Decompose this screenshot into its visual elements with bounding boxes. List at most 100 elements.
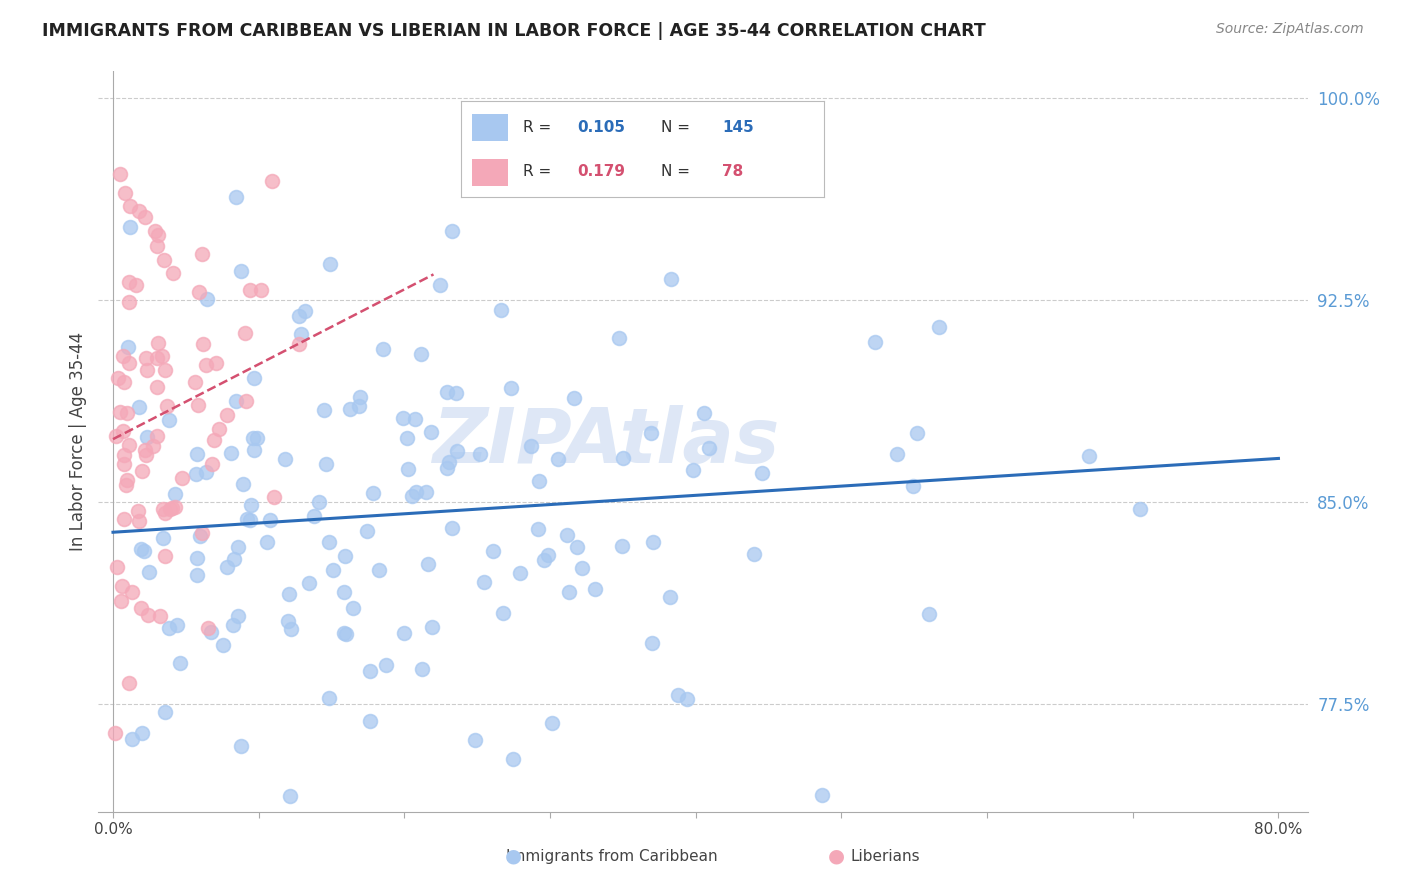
- Point: [489, 303, 512, 318]
- Point: [502, 752, 524, 766]
- Point: [197, 622, 219, 636]
- Point: [118, 356, 141, 370]
- Point: [235, 394, 257, 409]
- Point: [302, 508, 325, 523]
- Point: [308, 495, 330, 509]
- Point: [186, 551, 208, 566]
- Point: [118, 294, 141, 309]
- Point: [612, 450, 634, 465]
- Point: [259, 513, 281, 527]
- Point: [699, 441, 721, 455]
- Point: [368, 563, 391, 577]
- Point: [131, 726, 153, 740]
- Text: ●: ●: [505, 847, 522, 866]
- Point: [288, 337, 311, 351]
- Point: [141, 439, 163, 453]
- Text: Liberians: Liberians: [851, 849, 921, 863]
- Point: [375, 657, 398, 672]
- Point: [110, 593, 132, 607]
- Point: [146, 351, 169, 366]
- Point: [641, 534, 664, 549]
- Point: [250, 284, 273, 298]
- Point: [120, 199, 142, 213]
- Point: [128, 514, 150, 528]
- Point: [411, 662, 433, 676]
- Point: [541, 715, 564, 730]
- Point: [294, 304, 316, 318]
- Point: [120, 219, 142, 234]
- Point: [318, 535, 340, 549]
- Point: [103, 726, 125, 740]
- Point: [243, 371, 266, 385]
- Point: [533, 552, 555, 566]
- Point: [359, 665, 381, 679]
- Point: [188, 285, 211, 300]
- Point: [437, 455, 460, 469]
- Point: [256, 535, 278, 549]
- Point: [156, 400, 179, 414]
- Point: [112, 512, 135, 526]
- Point: [440, 224, 463, 238]
- Point: [114, 186, 136, 200]
- Point: [392, 411, 415, 425]
- Point: [1129, 501, 1152, 516]
- Point: [110, 404, 132, 418]
- Point: [146, 227, 169, 242]
- Point: [112, 448, 135, 462]
- Point: [159, 501, 181, 516]
- Point: [446, 444, 468, 458]
- Point: [129, 542, 152, 557]
- Point: [886, 447, 908, 461]
- Point: [526, 522, 548, 536]
- Point: [229, 263, 252, 277]
- Point: [612, 539, 634, 553]
- Point: [195, 465, 218, 479]
- Point: [187, 398, 209, 412]
- Point: [195, 358, 218, 372]
- Point: [117, 275, 139, 289]
- Point: [190, 526, 212, 541]
- Point: [571, 560, 593, 574]
- Point: [131, 464, 153, 478]
- Point: [481, 544, 503, 558]
- Point: [150, 349, 173, 363]
- Point: [131, 600, 153, 615]
- Point: [149, 609, 172, 624]
- Point: [335, 627, 357, 641]
- Point: [682, 463, 704, 477]
- Point: [105, 428, 128, 442]
- Point: [184, 467, 207, 481]
- Point: [134, 442, 156, 457]
- Point: [537, 548, 560, 562]
- Point: [270, 852, 292, 866]
- Point: [342, 601, 364, 615]
- Point: [146, 336, 169, 351]
- Point: [186, 568, 208, 582]
- Point: [335, 549, 357, 563]
- Point: [132, 544, 155, 558]
- Point: [405, 485, 427, 500]
- Point: [229, 739, 252, 754]
- Point: [349, 391, 371, 405]
- Point: [742, 548, 765, 562]
- Point: [127, 504, 149, 518]
- Point: [263, 490, 285, 504]
- Point: [274, 452, 297, 467]
- Point: [429, 277, 451, 292]
- Point: [239, 512, 262, 526]
- Point: [191, 337, 214, 351]
- Point: [565, 541, 588, 555]
- Point: [211, 638, 233, 652]
- Point: [202, 433, 225, 447]
- Point: [146, 428, 169, 442]
- Point: [371, 342, 394, 356]
- Point: [659, 272, 682, 286]
- Point: [339, 401, 361, 416]
- Point: [111, 425, 134, 439]
- Point: [436, 385, 458, 400]
- Point: [215, 408, 238, 422]
- Point: [547, 452, 569, 467]
- Point: [107, 371, 129, 385]
- Point: [121, 731, 143, 746]
- Point: [186, 447, 208, 461]
